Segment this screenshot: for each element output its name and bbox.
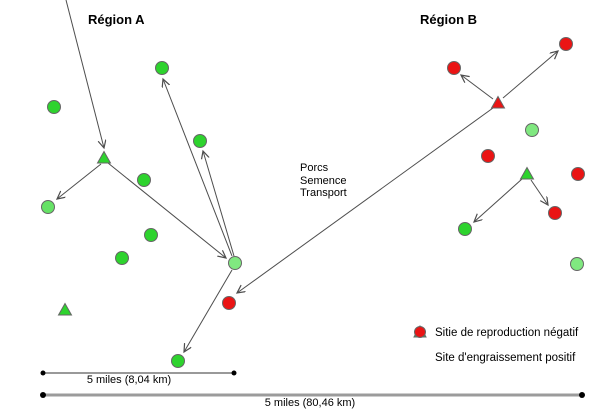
site-circle-marker (137, 173, 151, 187)
legend-label: Site d'engraissement positif (435, 352, 576, 364)
site-circle-marker (481, 149, 495, 163)
site-circle-marker (144, 228, 158, 242)
scale-bar-endpoint (40, 370, 46, 376)
transmission-arrow (65, 0, 104, 148)
red-circle-icon (413, 326, 429, 365)
site-circle-marker (559, 37, 573, 51)
site-circle-marker (222, 296, 236, 310)
site-circle-marker (525, 123, 539, 137)
site-circle-marker (115, 251, 129, 265)
region-a-title: Région A (88, 12, 145, 27)
site-markers-layer (41, 37, 585, 368)
site-triangle-marker (57, 302, 73, 316)
transport-label-line: Porcs (300, 162, 329, 174)
site-circle-marker (570, 257, 584, 271)
site-circle-marker (171, 354, 185, 368)
scale-bar-endpoint (231, 370, 237, 376)
site-triangle-marker (490, 95, 506, 109)
transmission-arrows-layer (57, 0, 558, 352)
transport-label: Porcs Semence Transport (300, 162, 347, 200)
transmission-arrow (57, 163, 102, 199)
transmission-arrow (530, 179, 548, 205)
site-circle-marker (47, 100, 61, 114)
legend-item-fattening-site: Site d'engraissement positif (413, 326, 578, 366)
transmission-arrow (474, 178, 523, 222)
legend: Sitie de reproduction négatif Site d'eng… (413, 325, 578, 375)
transmission-arrow (163, 79, 233, 257)
transmission-arrow (461, 75, 494, 100)
transport-label-line: Semence (300, 174, 347, 187)
transmission-arrow (184, 269, 233, 352)
scale-bar-endpoint (579, 392, 585, 398)
region-b-title: Région B (420, 12, 478, 27)
site-circle-marker (571, 167, 585, 181)
transmission-arrow (107, 162, 226, 258)
site-triangle-marker (519, 166, 535, 180)
site-circle-marker (458, 222, 472, 236)
scale-bar-1-label: 5 miles (8,04 km) (86, 374, 172, 386)
site-circle-marker (41, 200, 55, 214)
site-circle-marker (228, 256, 242, 270)
transmission-arrow (237, 107, 494, 293)
transmission-arrow (203, 151, 235, 257)
site-circle-marker (193, 134, 207, 148)
site-triangle-marker (96, 150, 112, 164)
legend-label: Sitie de reproduction négatif (435, 327, 579, 339)
scale-bar-endpoint (40, 392, 46, 398)
legend-item-breeding-site: Sitie de reproduction négatif (413, 325, 578, 341)
transmission-arrow (502, 51, 558, 99)
site-circle-marker (548, 206, 562, 220)
transport-label-line: Transport (300, 187, 347, 199)
site-circle-marker (447, 61, 461, 75)
scale-bar-2-label: 5 miles (80,46 km) (264, 397, 356, 409)
scale-bars-layer (40, 370, 585, 398)
site-circle-marker (155, 61, 169, 75)
